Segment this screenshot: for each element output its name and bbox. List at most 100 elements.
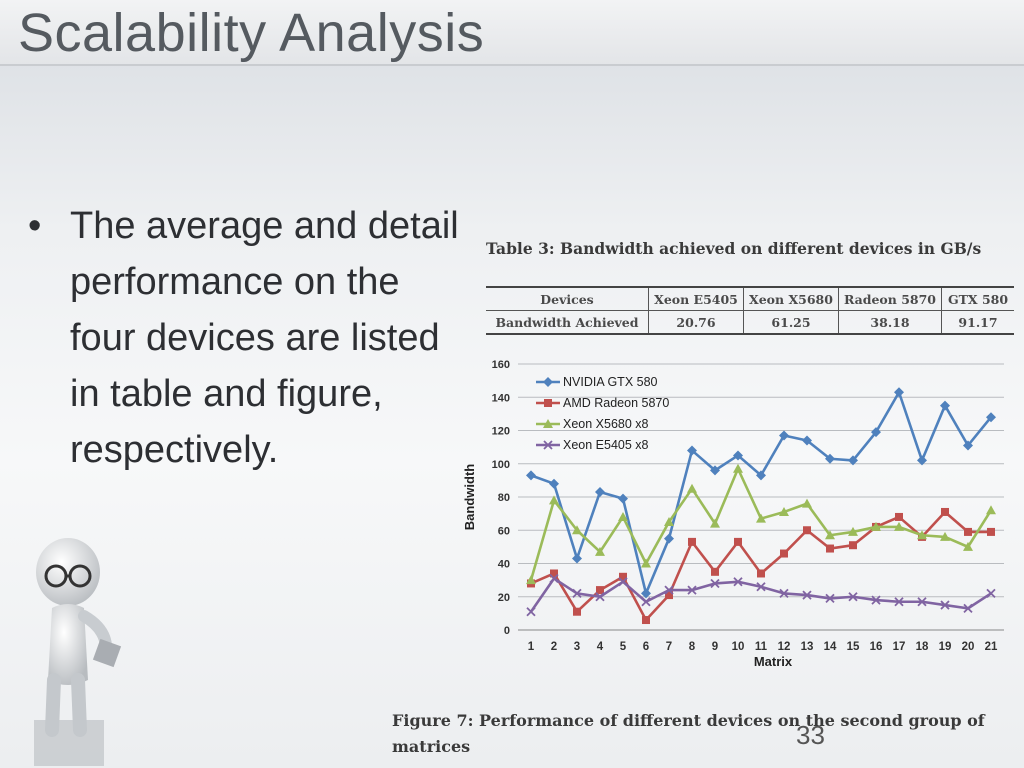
table-header-cell: Xeon X5680 [743, 287, 839, 311]
table-header-row: Devices Xeon E5405 Xeon X5680 Radeon 587… [486, 287, 1014, 311]
data-point [871, 521, 881, 531]
legend-marker [543, 377, 553, 387]
y-tick-label: 140 [492, 392, 510, 404]
table-cell: 91.17 [941, 310, 1014, 334]
table-cell: 38.18 [838, 310, 942, 334]
table-header-cell: Radeon 5870 [838, 287, 942, 311]
data-point [779, 506, 789, 516]
data-point [986, 412, 996, 423]
x-tick-label: 6 [643, 641, 649, 653]
data-point [641, 597, 651, 607]
x-tick-label: 12 [778, 641, 791, 653]
table-cell: 61.25 [743, 310, 839, 334]
data-point [733, 577, 743, 587]
data-point [710, 465, 720, 476]
data-point [549, 478, 559, 489]
data-point [641, 558, 651, 568]
data-point [894, 521, 904, 531]
data-point [964, 527, 972, 536]
table-header-cell: Devices [486, 287, 649, 311]
data-point [825, 453, 835, 464]
x-tick-label: 20 [962, 641, 975, 653]
data-point [618, 511, 628, 521]
legend-entry: Xeon X5680 x8 [563, 417, 649, 431]
slide-title: Scalability Analysis [18, 3, 485, 63]
table-header-cell: GTX 580 [941, 287, 1014, 311]
data-point [757, 569, 765, 578]
x-tick-label: 3 [574, 641, 580, 653]
y-tick-label: 120 [492, 426, 510, 438]
y-tick-label: 60 [498, 525, 510, 537]
data-point [917, 455, 927, 466]
legend: NVIDIA GTX 580 AMD Radeon 5870 Xeon X5680 … [536, 375, 669, 452]
y-axis-label: Bandwidth [462, 464, 477, 530]
x-tick-label: 4 [597, 641, 604, 653]
data-point [572, 525, 582, 535]
data-point [618, 493, 628, 504]
x-tick-label: 8 [689, 641, 696, 653]
data-point [733, 463, 743, 473]
legend-entry: NVIDIA GTX 580 [563, 375, 658, 389]
data-point [780, 549, 788, 558]
series-line [529, 577, 992, 613]
data-point [710, 578, 720, 589]
data-point [688, 537, 696, 546]
legend-marker [543, 419, 553, 428]
data-point [687, 483, 697, 493]
data-point [895, 512, 903, 521]
thinking-figure-illustration-icon [34, 538, 122, 766]
data-point [756, 470, 766, 481]
x-tick-label: 17 [893, 641, 906, 653]
data-point [941, 507, 949, 516]
legend-entry: Xeon E5405 x8 [563, 438, 649, 452]
series-amd-radeon-5870 [527, 507, 995, 625]
data-point [802, 435, 812, 446]
data-point [596, 586, 604, 595]
data-point [572, 553, 582, 564]
data-point [986, 588, 996, 599]
data-point [756, 582, 766, 592]
data-point [734, 537, 742, 546]
data-point [917, 597, 927, 607]
series-nvidia-gtx-580 [526, 387, 996, 599]
data-point [733, 450, 743, 461]
data-point [940, 531, 950, 541]
data-point [687, 445, 697, 456]
data-point [687, 585, 697, 595]
data-point [940, 600, 950, 610]
bandwidth-table: Devices Xeon E5405 Xeon X5680 Radeon 587… [486, 286, 1014, 335]
data-point [917, 530, 927, 540]
x-tick-label: 2 [551, 641, 557, 653]
data-point [986, 505, 996, 515]
data-point [848, 526, 858, 536]
data-point [526, 470, 536, 481]
data-point [711, 567, 719, 576]
data-point [526, 607, 536, 617]
title-bar: Scalability Analysis [0, 0, 1024, 66]
data-point [595, 592, 605, 602]
y-tick-label: 160 [492, 359, 510, 371]
legend-entry: AMD Radeon 5870 [563, 396, 669, 410]
data-point [549, 573, 559, 584]
x-tick-label: 9 [712, 641, 718, 653]
x-tick-label: 7 [666, 641, 672, 653]
series-line [530, 510, 991, 622]
data-point [803, 526, 811, 535]
x-tick-label: 1 [528, 641, 535, 653]
x-tick-label: 21 [985, 641, 998, 653]
data-point [826, 544, 834, 553]
data-point [779, 430, 789, 441]
data-point [756, 513, 766, 523]
data-point [825, 593, 835, 604]
data-point [894, 387, 904, 398]
data-point [802, 498, 812, 508]
data-point [710, 518, 720, 528]
x-tick-label: 19 [939, 641, 952, 653]
data-point [642, 616, 650, 625]
bullet-dot-icon: • [28, 205, 42, 247]
y-tick-label: 0 [504, 625, 510, 637]
data-point [526, 575, 536, 585]
x-tick-label: 15 [847, 641, 860, 653]
y-tick-label: 80 [498, 492, 510, 504]
